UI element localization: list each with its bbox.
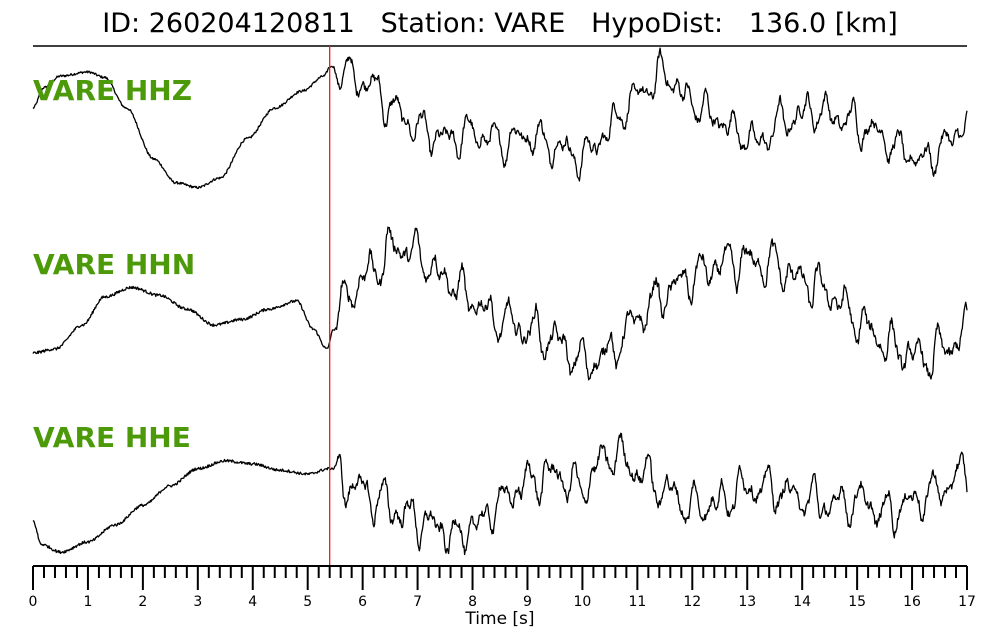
tick-label: 15 [848,594,866,610]
title-id-label: ID: [102,8,141,39]
trace-vare-hhz [32,47,968,190]
title-station-label: Station: [380,8,486,39]
trace-vare-hhe [32,432,968,556]
tick-label: 12 [683,594,701,610]
tick-label: 8 [468,594,477,610]
title-id-value: 260204120811 [148,8,355,39]
trace-vare-hhn [32,226,968,381]
tick-label: 2 [138,594,147,610]
time-axis: 0 1 2 3 4 5 6 7 8 9 10 11 12 13 14 15 16 17 [29,565,976,610]
tick-label: 10 [573,594,591,610]
title-dist-label: HypoDist: [591,8,724,39]
tick-label: 4 [248,594,257,610]
tick-label: 13 [738,594,756,610]
tick-label: 11 [628,594,646,610]
tick-label: 5 [303,594,312,610]
title-station-value: VARE [494,8,566,39]
tick-label: 3 [193,594,202,610]
tick-label: 14 [793,594,811,610]
title-dist-value: 136.0 [748,8,827,39]
chart-title: ID: 260204120811 Station: VARE HypoDist:… [0,8,1000,39]
tick-label: 0 [29,594,38,610]
channel-label-vare-hhn: VARE HHN [33,248,195,281]
x-axis-label: Time [s] [464,609,534,629]
channel-label-vare-hhe: VARE HHE [33,421,191,454]
title-dist-unit: [km] [834,8,898,39]
tick-label: 6 [358,594,367,610]
traces-group [32,47,968,556]
tick-label: 1 [83,594,92,610]
tick-label: 17 [958,594,976,610]
channel-label-vare-hhz: VARE HHZ [33,74,192,107]
channel-labels-group: VARE HHZ VARE HHN VARE HHE [33,74,195,454]
tick-label: 16 [903,594,921,610]
tick-label: 9 [523,594,532,610]
tick-label: 7 [413,594,422,610]
